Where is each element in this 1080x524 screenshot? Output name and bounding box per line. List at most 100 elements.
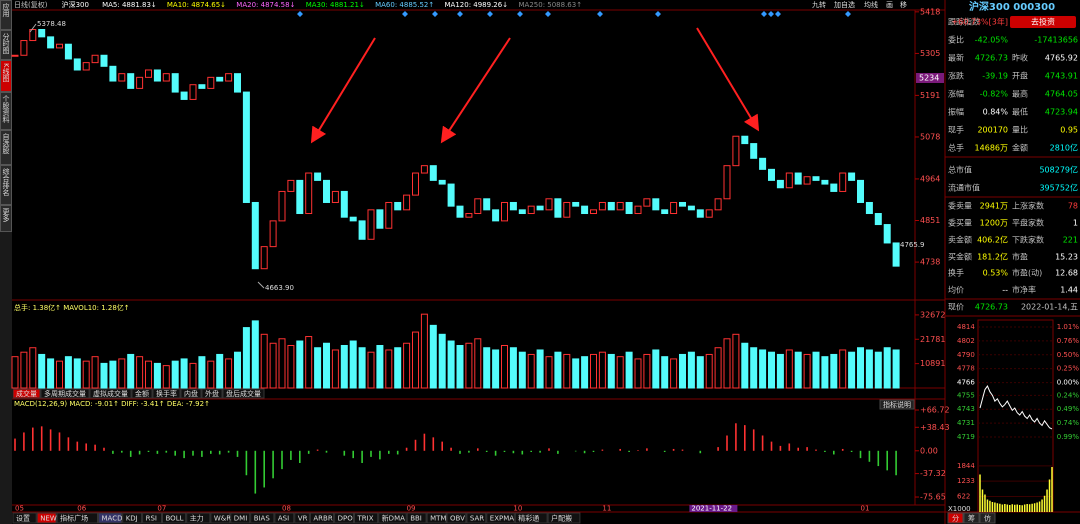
toolbar-item[interactable]: VR [298,515,308,523]
toolbar-item[interactable]: DPO [338,515,354,523]
toolbar-item[interactable]: SAR [470,515,484,523]
volume-bar [420,313,428,389]
toolbar-item[interactable]: OBV [450,515,465,523]
volume-tab[interactable]: 换手率 [156,389,177,398]
candle [590,209,597,215]
toolbar-item[interactable]: MACD [102,515,123,523]
quote-cell: 最低 [1012,107,1028,117]
side-tab-bg [0,130,12,165]
volume-tab[interactable]: 成交量 [16,389,37,398]
side-tab[interactable]: 综合排名 [2,167,10,197]
track-value: +60.73%[3年] [951,17,1008,27]
mini-tab-bg [947,512,964,524]
volume-bar [403,342,411,389]
volume-tab[interactable]: 虚拟成交量 [93,389,128,398]
quote-cell: -17413656 [1034,36,1078,45]
quote-cell: 开盘 [1012,71,1028,81]
mini-vol-label: 622 [957,492,970,500]
toolbar-item[interactable]: 户配搬 [551,514,572,523]
quote-cell: 1 [1073,219,1078,228]
side-tab-bg [0,30,12,60]
toolbar-item[interactable]: 新DMA [382,514,405,523]
volume-bar [314,347,322,389]
volume-tab[interactable]: 多周期成交量 [44,389,86,398]
toolbar-item[interactable]: 精彩通 [518,514,539,523]
toolbar-item[interactable]: 指标广场 [60,514,88,523]
volume-bar [56,360,63,389]
toolbar-item[interactable]: ASI [278,515,289,523]
toolbar-item[interactable]: BBI [410,515,422,523]
volume-bar [554,351,562,389]
volume-tab[interactable]: 内盘 [184,389,198,398]
candle [830,183,838,192]
side-tab[interactable]: K线图 [2,63,10,83]
side-tab[interactable]: 个股资料 [2,95,10,124]
candle [705,209,713,218]
toolbar-item[interactable]: BOLL [166,515,184,523]
toolbar-item[interactable]: KDJ [126,515,138,523]
top-tool[interactable]: 九转 [812,0,826,9]
invest-button[interactable]: 去投资 [1031,17,1055,27]
volume-bar [705,353,713,389]
volume-bar [82,360,90,389]
side-tab[interactable]: 分时图 [2,32,10,55]
volume-bar [883,347,891,389]
volume-tab[interactable]: 金额 [135,389,149,398]
toolbar-item[interactable]: BIAS [254,515,271,523]
mini-tab[interactable]: 筹 [968,514,975,523]
toolbar-item[interactable]: TRIX [357,515,374,523]
mini-tab[interactable]: 分 [952,514,959,523]
quote-cell: 4765.92 [1045,54,1078,63]
top-tool[interactable]: 均线 [864,0,878,9]
candle [260,246,268,270]
side-tab[interactable]: 应用 [2,2,10,18]
quote-cell: 181.2亿 [977,252,1008,262]
volume-bar [874,351,882,389]
top-bar-item: MA30: 4881.21↓ [306,1,365,9]
quote-cell: 508279亿 [1039,165,1078,175]
volume-bar [349,340,357,389]
candle [687,205,695,211]
volume-bar [242,327,250,389]
toolbar-item[interactable]: RSI [146,515,157,523]
mini-tab[interactable]: 仿 [984,514,991,523]
toolbar-item[interactable]: NEW [40,515,57,523]
volume-bar [171,360,179,389]
side-tab[interactable]: 更多 [2,208,10,223]
high-label: 5378.48 [37,20,66,28]
arrow [696,27,760,132]
top-tool[interactable]: 加自选 [834,0,855,9]
top-tool[interactable]: 画 [886,1,893,9]
volume-bar [857,347,864,389]
candle [189,84,197,100]
arrow [310,37,376,144]
volume-tab[interactable]: 外盘 [205,389,219,398]
top-tool[interactable]: 移 [900,0,907,9]
volume-bar [759,349,767,389]
macd-help[interactable]: 指标说明 [883,400,911,409]
volume-tab[interactable]: 盘后成交量 [226,389,261,398]
side-tab[interactable]: 自选股 [2,132,10,155]
toolbar-bg [122,512,143,524]
toolbar-item[interactable]: 设置 [16,514,30,523]
toolbar-item[interactable]: DMI [234,515,248,523]
volume-bar [679,353,686,389]
candle [385,201,393,229]
candle [127,73,135,89]
toolbar-item[interactable]: 主力 [190,514,204,523]
volume-bar [340,344,348,389]
toolbar-bg [98,512,123,524]
quote-cell: 涨跌 [948,71,964,81]
volume-bar [305,336,313,389]
toolbar-item[interactable]: MTM [430,515,446,523]
candle [750,143,758,159]
toolbar-item[interactable]: EXPMA [490,515,514,523]
toolbar-item[interactable]: ARBR [313,515,332,523]
volume-bar [483,347,491,389]
volume-bar [607,353,615,389]
candle [429,165,437,181]
volume-bar [260,333,268,389]
candle [242,91,250,203]
mini-price-line [979,385,1053,430]
toolbar-item[interactable]: W&R [214,515,231,523]
